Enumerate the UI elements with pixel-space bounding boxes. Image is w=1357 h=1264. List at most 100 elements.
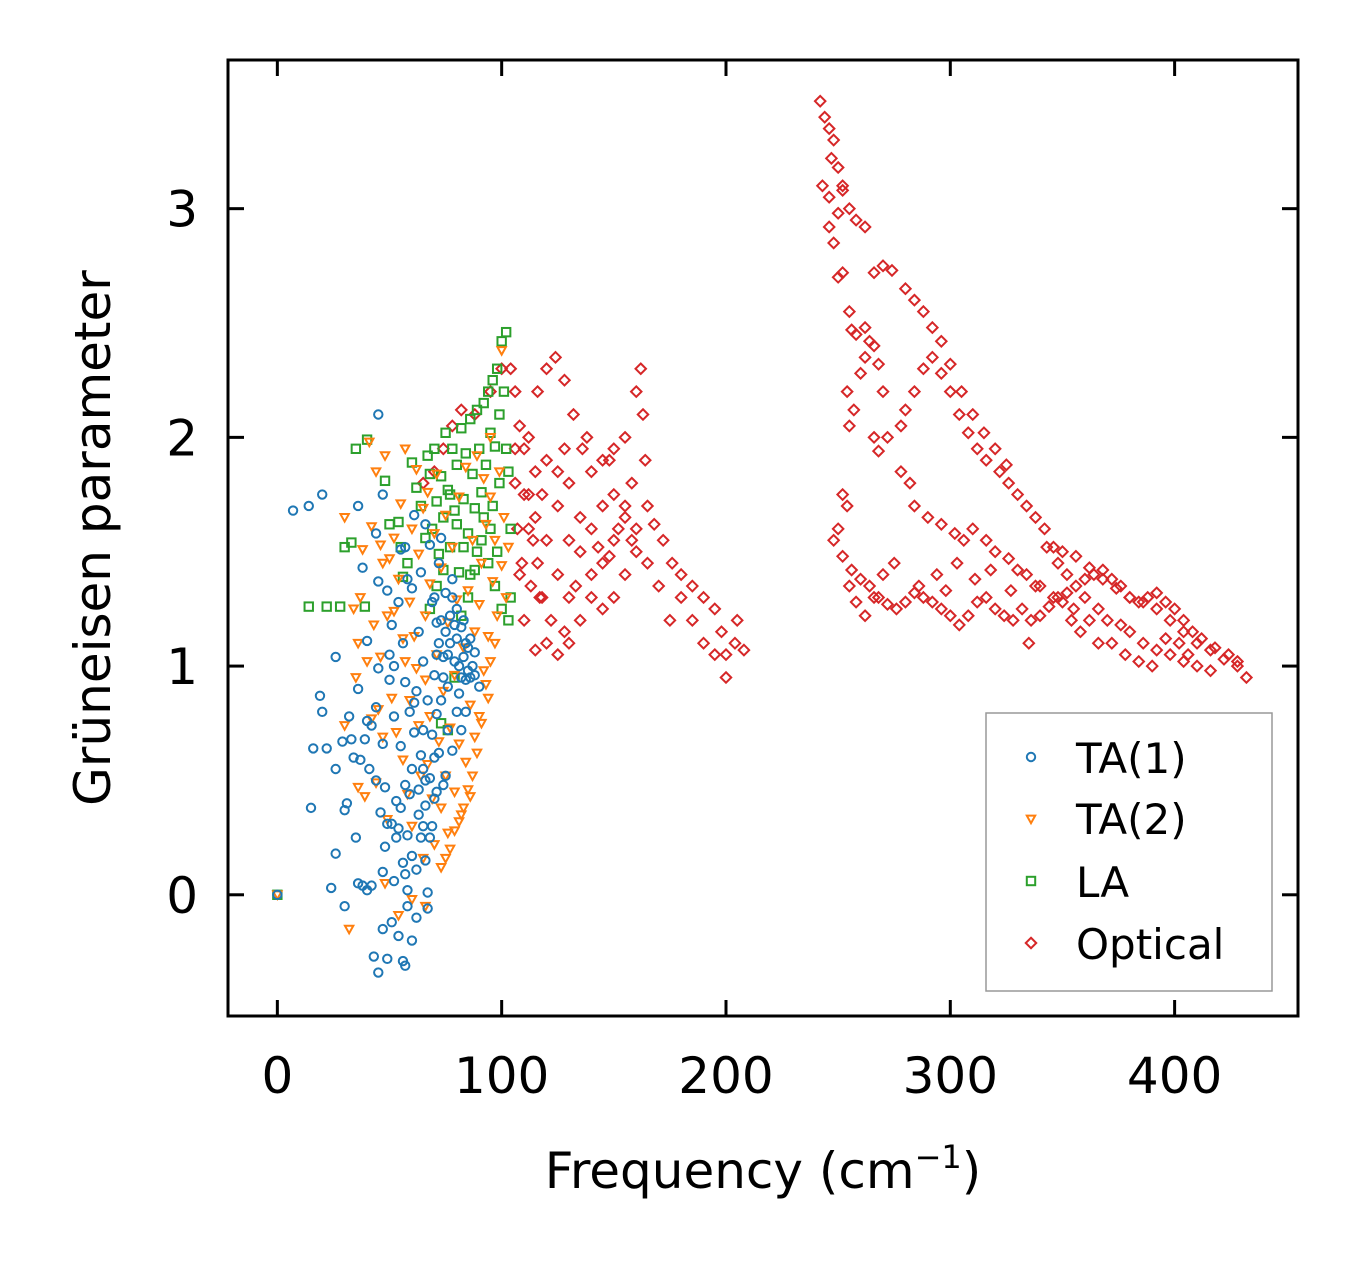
optical-point <box>524 579 538 593</box>
optical-point <box>533 590 547 605</box>
ta1-point <box>440 626 451 637</box>
ta1-point <box>397 638 409 649</box>
ta2-point <box>376 732 389 744</box>
optical-point <box>521 430 536 445</box>
optical-point <box>1064 613 1079 627</box>
optical-point <box>876 384 890 399</box>
optical-point <box>512 567 527 582</box>
ta2-point <box>486 577 499 588</box>
ta2-point <box>403 597 416 609</box>
ta1-point <box>400 869 411 880</box>
ta2-point <box>477 474 490 485</box>
optical-point <box>595 499 610 513</box>
ta2-point <box>462 586 474 597</box>
ta1-point <box>417 656 429 667</box>
ta2-point <box>406 524 418 536</box>
ta1-point <box>352 683 364 695</box>
optical-point <box>557 373 572 387</box>
la-point <box>478 397 489 409</box>
optical-point <box>1040 540 1054 554</box>
optical-point <box>1046 590 1061 605</box>
optical-point <box>966 407 980 422</box>
optical-point <box>1060 567 1074 582</box>
optical-point <box>831 206 845 220</box>
optical-point <box>1022 636 1036 650</box>
optical-point <box>1203 643 1218 657</box>
tick-labels-layer: 0 100 200 300 400 0 1 2 3 <box>166 181 1222 1105</box>
ta1-point <box>458 651 469 663</box>
optical-point <box>539 636 554 650</box>
optical-point <box>849 213 863 227</box>
ta1-point <box>451 603 463 615</box>
la-point <box>402 557 413 569</box>
ta1-point <box>375 807 386 818</box>
x-axis-label-text: Frequency (cm <box>545 1142 915 1200</box>
ta2-point <box>468 732 481 744</box>
optical-point <box>539 453 554 467</box>
optical-point <box>847 403 861 417</box>
ta1-point <box>370 775 382 786</box>
ta2-point <box>475 558 488 570</box>
la-point <box>440 427 451 438</box>
la-point <box>451 519 463 530</box>
ta2-point <box>428 840 441 851</box>
optical-point <box>970 595 984 609</box>
ta1-point <box>388 875 400 887</box>
ta1-point <box>426 729 438 740</box>
optical-point <box>530 384 545 399</box>
optical-point <box>907 384 922 399</box>
ta1-point <box>350 832 362 843</box>
la-point <box>435 718 447 729</box>
optical-point <box>528 510 542 525</box>
optical-point <box>528 465 542 479</box>
optical-point <box>921 510 935 525</box>
optical-point <box>1141 590 1155 605</box>
ta1-point <box>352 500 364 512</box>
ta1-point <box>402 901 413 912</box>
legend-label-ta1: TA(1) <box>1075 734 1187 783</box>
optical-point <box>979 453 993 467</box>
optical-point <box>943 609 957 623</box>
ta1-point <box>395 802 406 814</box>
ta1-point <box>341 798 353 809</box>
legend-marker-ta2 <box>1025 814 1037 826</box>
y-axis-label: Grüneisen parameter <box>64 270 122 806</box>
optical-point <box>867 590 881 605</box>
ta2-point <box>338 721 351 732</box>
optical-point <box>517 487 531 502</box>
ta1-point <box>357 562 368 573</box>
la-point <box>447 443 458 455</box>
optical-point <box>840 384 854 399</box>
optical-point <box>862 579 877 593</box>
x-tick-label: 400 <box>1127 1047 1222 1105</box>
optical-point <box>831 160 845 175</box>
optical-point <box>1217 652 1231 666</box>
ta2-point <box>392 911 405 922</box>
ta2-point <box>484 657 497 668</box>
ta1-point <box>406 583 418 594</box>
ta2-point <box>453 492 465 504</box>
ta2-point <box>489 638 501 650</box>
optical-point <box>551 465 565 479</box>
ta1-point <box>400 779 411 791</box>
ta1-point <box>404 706 415 718</box>
ta1-point <box>451 633 463 644</box>
ta2-point <box>374 652 387 664</box>
optical-point <box>573 510 587 525</box>
la-point <box>500 326 512 338</box>
optical-point <box>607 442 621 456</box>
optical-point <box>1001 476 1016 490</box>
optical-point <box>636 407 650 422</box>
optical-point <box>835 183 850 198</box>
optical-point <box>1194 631 1209 646</box>
optical-point <box>1096 572 1110 586</box>
ta1-point <box>408 509 420 521</box>
y-tick-label: 1 <box>166 638 198 696</box>
ta1-point <box>426 820 438 832</box>
optical-point <box>916 362 931 376</box>
optical-point <box>1208 641 1222 655</box>
ta2-point <box>435 803 448 815</box>
ta1-point <box>447 745 458 756</box>
la-point <box>491 363 503 374</box>
